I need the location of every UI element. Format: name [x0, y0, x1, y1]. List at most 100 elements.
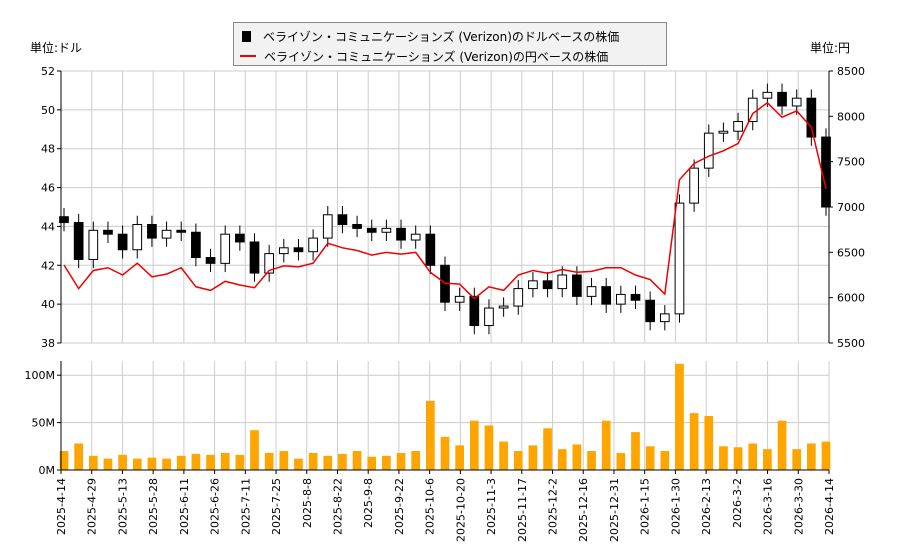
- candle: [117, 225, 128, 259]
- candle: [73, 213, 84, 269]
- x-tick-label: 2025-12-16: [577, 478, 590, 542]
- x-tick-label: 2025-11-17: [516, 478, 529, 542]
- volume-bar: [294, 458, 303, 470]
- candle-body: [191, 231, 201, 259]
- y-tick-label-jpy: 7000: [837, 201, 865, 214]
- candle: [366, 219, 377, 241]
- legend-label-jpy: ベライゾン・コミュニケーションズ (Verizon)の円ベースの株価: [264, 49, 609, 64]
- candle-body: [396, 227, 406, 241]
- legend: ベライゾン・コミュニケーションズ (Verizon)のドルベースの株価 ベライゾ…: [233, 22, 667, 66]
- candle-body: [733, 121, 743, 132]
- x-tick-label: 2026-1-15: [639, 478, 652, 535]
- legend-swatch-line: [240, 55, 256, 57]
- candle-body: [308, 237, 318, 253]
- candle: [88, 221, 99, 269]
- volume-bar: [191, 453, 201, 470]
- candle: [381, 219, 392, 241]
- volume-tick-label: 100M: [25, 369, 56, 382]
- y-tick-label-jpy: 7500: [837, 156, 865, 169]
- candle: [484, 299, 494, 335]
- volume-bar: [528, 445, 538, 470]
- candle-body: [161, 229, 172, 239]
- volume-bar: [733, 447, 743, 470]
- candle: [747, 89, 758, 131]
- candle-body: [264, 253, 275, 274]
- candle: [469, 287, 480, 335]
- candle: [733, 112, 743, 140]
- y-tick-label-usd: 42: [41, 259, 55, 272]
- candle-body: [132, 223, 143, 251]
- volume-bar: [103, 458, 113, 470]
- candle-body: [645, 299, 656, 323]
- volume-bar: [792, 449, 802, 470]
- volume-bar: [411, 451, 421, 470]
- candle-body: [352, 223, 362, 229]
- volume-bar: [279, 451, 289, 470]
- volume-bar: [338, 453, 347, 470]
- x-tick-label: 2025-8-22: [331, 478, 344, 535]
- volume-bar: [631, 432, 640, 470]
- volume-bar: [660, 451, 670, 470]
- volume-bar: [308, 452, 318, 470]
- candle-body: [630, 293, 641, 301]
- y-tick-label-usd: 48: [41, 143, 55, 156]
- candle: [220, 225, 231, 273]
- candle: [293, 239, 304, 261]
- y-tick-label-usd: 44: [41, 220, 55, 233]
- candle: [59, 207, 69, 232]
- candle: [161, 221, 172, 247]
- candle: [352, 215, 362, 238]
- candle-body: [513, 288, 524, 307]
- right-unit-label: 単位:円: [810, 41, 851, 55]
- candle-body: [484, 307, 494, 327]
- left-unit-label: 単位:ドル: [30, 41, 83, 55]
- candle: [205, 248, 216, 273]
- candle: [542, 272, 553, 298]
- x-tick-label: 2025-7-11: [239, 478, 252, 535]
- candle-body: [322, 214, 333, 239]
- volume-bar: [220, 452, 230, 470]
- candle-body: [791, 97, 802, 107]
- volume-bar: [206, 454, 215, 470]
- candle: [191, 223, 201, 267]
- candle: [528, 272, 538, 298]
- volume-bar: [763, 449, 772, 470]
- candle-body: [498, 305, 509, 309]
- candle-body: [220, 233, 231, 264]
- x-tick-label: 2025-10-6: [424, 478, 437, 535]
- candle-body: [366, 227, 377, 233]
- x-tick-label: 2025-12-2: [547, 478, 560, 535]
- volume-bar: [469, 420, 479, 470]
- candle-body: [59, 216, 69, 224]
- candle: [176, 221, 187, 241]
- candle: [249, 233, 260, 282]
- volume-bar: [352, 451, 362, 470]
- volume-bar: [382, 455, 391, 470]
- x-tick-label: 2025-4-14: [55, 478, 68, 535]
- candle-body: [586, 286, 597, 297]
- candle-body: [293, 247, 304, 253]
- candle: [718, 122, 729, 142]
- candle-body: [528, 280, 538, 290]
- candle: [674, 194, 685, 323]
- jpy-price-line: [63, 101, 827, 300]
- volume-bar: [162, 458, 171, 470]
- y-tick-label-jpy: 6500: [837, 246, 865, 259]
- volume-bar: [689, 413, 699, 470]
- candle: [322, 206, 333, 247]
- volume-bar: [499, 441, 508, 470]
- candle-body: [73, 222, 84, 260]
- candle: [396, 219, 406, 249]
- candle-body: [659, 313, 670, 323]
- x-tick-label: 2026-3-16: [762, 478, 775, 535]
- x-tick-label: 2025-7-25: [270, 478, 283, 535]
- volume-bar: [59, 451, 69, 470]
- x-tick-label: 2025-6-11: [178, 478, 191, 535]
- x-tick-label: 2025-11-3: [485, 478, 498, 535]
- candle-body: [542, 280, 553, 290]
- legend-label-usd: ベライゾン・コミュニケーションズ (Verizon)のドルベースの株価: [263, 29, 620, 44]
- candle: [645, 291, 656, 331]
- y-tick-label-jpy: 8500: [837, 65, 865, 78]
